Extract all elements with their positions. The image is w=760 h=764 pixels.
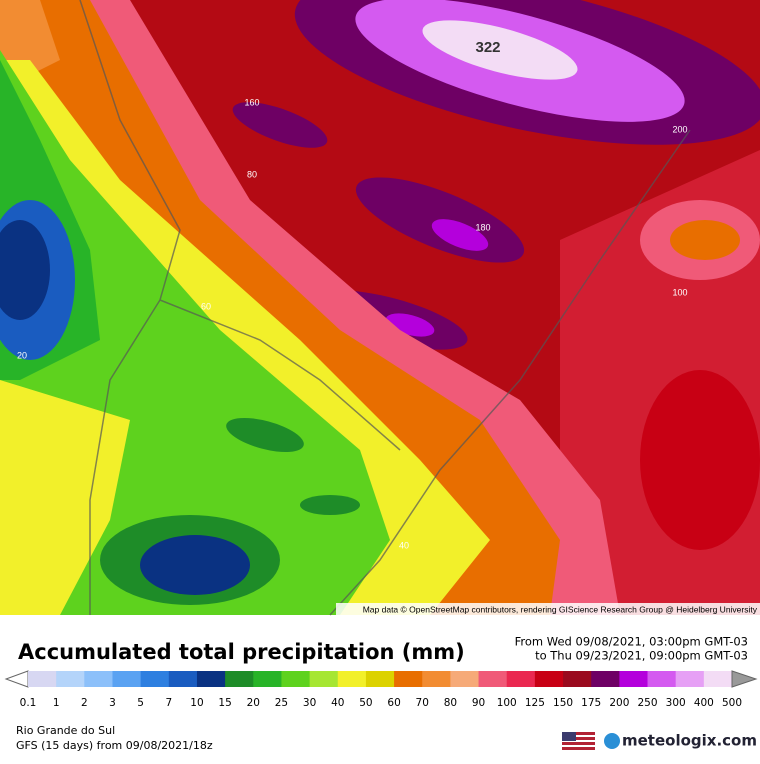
logo-icon	[604, 733, 620, 749]
colorbar-label: 500	[722, 697, 742, 709]
colorbar-cell	[281, 671, 311, 687]
contour-label: 160	[244, 97, 259, 107]
colorbar-label: 0.1	[20, 697, 37, 709]
colorbar-label: 150	[553, 697, 573, 709]
attribution: Map data © OpenStreetMap contributors, r…	[363, 604, 758, 614]
colorbar-label: 20	[247, 697, 260, 709]
colorbar-cell	[168, 671, 198, 687]
colorbar-end	[731, 670, 758, 688]
colorbar-cell	[591, 671, 620, 687]
colorbar-label: 70	[416, 697, 429, 709]
colorbar-cell	[309, 671, 339, 687]
colorbar-cell	[450, 671, 480, 687]
contour-label: 80	[247, 169, 257, 179]
colorbar-cell	[84, 671, 113, 687]
colorbar-cell	[196, 671, 226, 687]
colorbar-cell	[647, 671, 677, 687]
colorbar-label: 2	[81, 697, 88, 709]
colorbar-label: 10	[190, 697, 203, 709]
colorbar-cell	[112, 671, 142, 687]
colorbar-label: 100	[497, 697, 517, 709]
colorbar-cell	[703, 671, 733, 687]
colorbar-cell	[563, 671, 592, 687]
colorbar-cell	[337, 671, 367, 687]
colorbar-cell	[253, 671, 282, 687]
period-to: to Thu 09/23/2021, 09:00pm GMT-03	[535, 649, 748, 663]
colorbar-label: 250	[637, 697, 657, 709]
colorbar-label: 50	[359, 697, 372, 709]
colorbar-label: 175	[581, 697, 601, 709]
contour-label: 20	[17, 350, 27, 360]
contour-label: 100	[672, 287, 687, 297]
colorbar-cell	[422, 671, 451, 687]
contour-label: 200	[672, 124, 687, 134]
colorbar-cell	[394, 671, 423, 687]
colorbar-label: 60	[387, 697, 400, 709]
contour-label: 322	[475, 39, 500, 56]
colorbar-label: 80	[444, 697, 457, 709]
colorbar-cell	[28, 671, 57, 687]
colorbar-label: 1	[53, 697, 60, 709]
model-run: GFS (15 days) from 09/08/2021/18z	[16, 739, 213, 752]
colorbar-label: 30	[303, 697, 316, 709]
colorbar-cell	[675, 671, 705, 687]
colorbar-cell	[56, 671, 85, 687]
map: 322 200 160 80 180 100 60 20 40 Map data…	[0, 0, 760, 616]
period-from: From Wed 09/08/2021, 03:00pm GMT-03	[515, 635, 748, 649]
colorbar-label: 5	[137, 697, 144, 709]
colorbar-cell	[619, 671, 649, 687]
colorbar-label: 90	[472, 697, 485, 709]
colorbar-cell	[478, 671, 508, 687]
colorbar-label: 25	[275, 697, 288, 709]
colorbar-cell	[140, 671, 170, 687]
colorbar-cell	[225, 671, 254, 687]
colorbar-label: 3	[109, 697, 116, 709]
contour-label: 40	[399, 540, 409, 550]
legend-title: Accumulated total precipitation (mm)	[18, 640, 465, 664]
colorbar-label: 200	[609, 697, 629, 709]
colorbar-label: 400	[694, 697, 714, 709]
logo: meteologix.com	[622, 732, 757, 750]
contour-label: 180	[475, 222, 490, 232]
colorbar-label: 300	[666, 697, 686, 709]
colorbar-label: 125	[525, 697, 545, 709]
contour-label: 60	[201, 301, 211, 311]
region: Rio Grande do Sul	[16, 724, 115, 737]
colorbar-cell	[506, 671, 536, 687]
colorbar-label: 40	[331, 697, 344, 709]
colorbar: 0.1 1 2 3 5 7 10 15 20 25 30 40 50 60 70 80 90 100 125 150 1…	[4, 670, 758, 709]
colorbar-label: 15	[218, 697, 231, 709]
colorbar-cell	[365, 671, 395, 687]
colorbar-start	[4, 670, 29, 688]
colorbar-label: 7	[165, 697, 172, 709]
colorbar-cell	[534, 671, 564, 687]
flag	[562, 732, 595, 750]
